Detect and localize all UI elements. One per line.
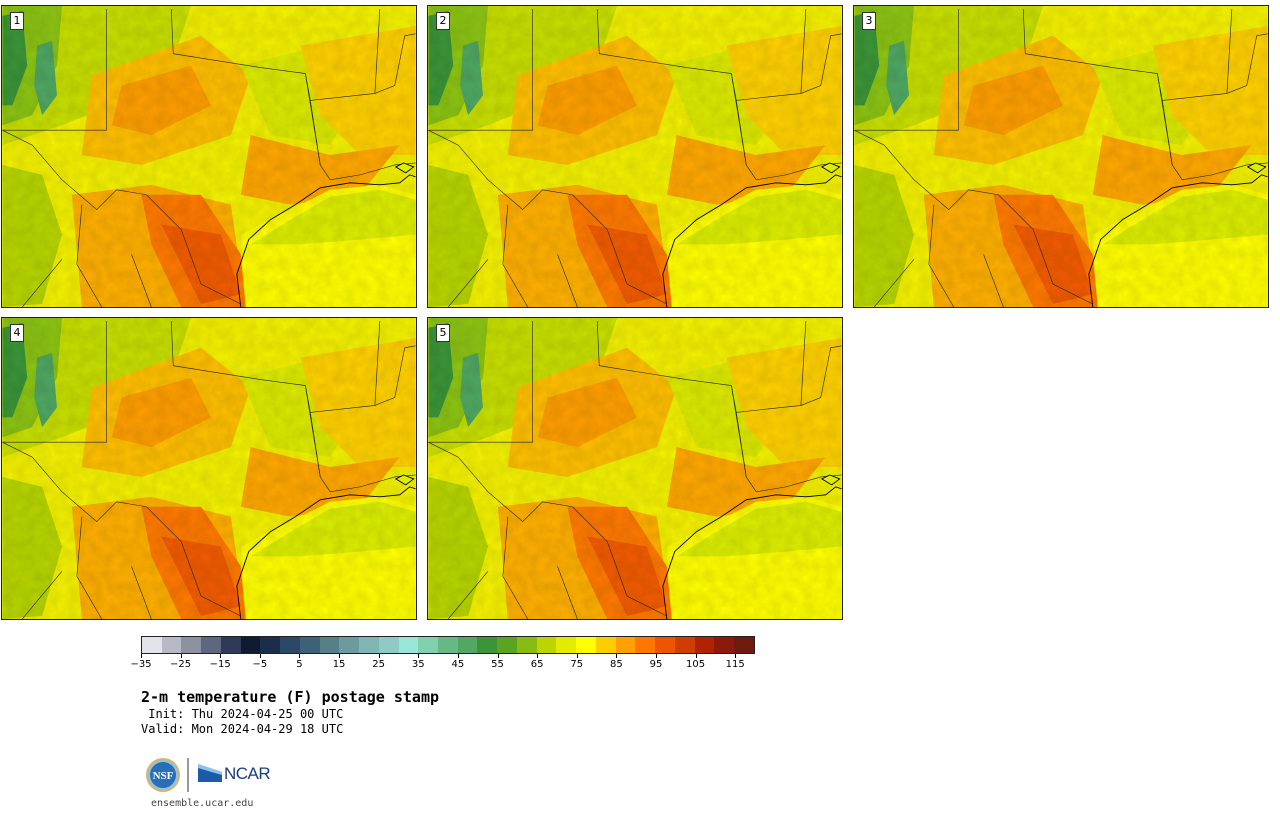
member-label: 1 [10,12,24,30]
member-label: 3 [862,12,876,30]
colorbar-bin [516,637,537,653]
colorbar-tick-label: 95 [649,659,663,670]
colorbar-tick [259,654,261,658]
colorbar-tick-label: 45 [451,659,465,670]
colorbar-bin [378,637,399,653]
temperature-map [2,318,416,619]
sponsor-logos: NSF NCAR [144,756,274,794]
colorbar-bin [299,637,320,653]
colorbar-tick [180,654,182,658]
colorbar-bin [280,637,300,653]
colorbar-bin [240,637,261,653]
colorbar-tick-label: 15 [332,659,346,670]
colorbar-bin [398,637,419,653]
colorbar-bin [734,637,754,653]
ensemble-member-panel-4: 4 [1,317,417,620]
ensemble-member-panel-1: 1 [1,5,417,308]
colorbar-tick [457,654,459,658]
colorbar-bin [201,637,221,653]
colorbar-ticks: −35 −25 −15 −5 5 15 25 35 45 55 65 75 85 95 105 115 [130,654,755,674]
colorbar-tick-label: 35 [411,659,425,670]
init-time: Init: Thu 2024-04-25 00 UTC [141,707,344,721]
colorbar-tick [616,654,618,658]
colorbar-tick [497,654,499,658]
plot-title: 2-m temperature (F) postage stamp [141,688,440,706]
colorbar-tick [418,654,420,658]
colorbar-bin [694,637,715,653]
colorbar-bin [142,637,162,653]
colorbar-bin [536,637,557,653]
footer-url: ensemble.ucar.edu [151,798,254,809]
temperature-map [854,6,1268,307]
temperature-map [428,318,842,619]
colorbar-bin [556,637,577,653]
colorbar-bin [438,637,458,653]
colorbar-tick-label: −5 [252,659,268,670]
colorbar-tick-label: 75 [570,659,584,670]
colorbar-tick [339,654,341,658]
colorbar-bin [161,637,182,653]
colorbar-tick-label: 105 [686,659,706,670]
colorbar-tick-label: 85 [609,659,623,670]
colorbar-bin [260,637,281,653]
colorbar-bin [220,637,241,653]
colorbar-tick [576,654,578,658]
nsf-logo-icon: NSF [146,758,222,792]
colorbar-bin [497,637,517,653]
colorbar-tick [655,654,657,658]
colorbar-bin [457,637,478,653]
colorbar-bin [477,637,498,653]
valid-time: Valid: Mon 2024-04-29 18 UTC [141,722,344,736]
colorbar-tick [378,654,380,658]
member-label: 5 [436,324,450,342]
ensemble-member-panel-3: 3 [853,5,1269,308]
colorbar-bin [319,637,340,653]
colorbar-bin [615,637,636,653]
colorbar-tick-label: 65 [530,659,544,670]
colorbar-tick [141,654,142,658]
colorbar-bin [714,637,735,653]
nsf-logo-text: NSF [153,770,174,782]
ncar-logo-text: NCAR [224,764,271,783]
colorbar-bin [339,637,360,653]
colorbar-bin [674,637,695,653]
colorbar-tick-label: −25 [170,659,192,670]
colorbar-tick [537,654,539,658]
colorbar-bin [181,637,202,653]
colorbar-bin [576,637,596,653]
colorbar-tick-label: 55 [491,659,504,670]
colorbar-tick [220,654,222,658]
colorbar-tick-label: 115 [725,659,745,670]
temperature-map [2,6,416,307]
ensemble-member-panel-5: 5 [427,317,843,620]
temperature-map [428,6,842,307]
colorbar-tick [735,654,737,658]
ensemble-member-panel-2: 2 [427,5,843,308]
colorbar-tick-label: −35 [130,659,152,670]
colorbar-tick-label: 25 [372,659,386,670]
colorbar-tick [299,654,301,658]
colorbar-tick [695,654,697,658]
colorbar-bin [418,637,439,653]
colorbar-bin [595,637,616,653]
colorbar-bin [359,637,379,653]
member-label: 4 [10,324,24,342]
colorbar-tick-label: −15 [209,659,231,670]
member-label: 2 [436,12,450,30]
colorbar-bin [655,637,675,653]
colorbar-tick-label: 5 [296,659,303,670]
temperature-colorbar [141,636,755,654]
colorbar-bin [635,637,656,653]
